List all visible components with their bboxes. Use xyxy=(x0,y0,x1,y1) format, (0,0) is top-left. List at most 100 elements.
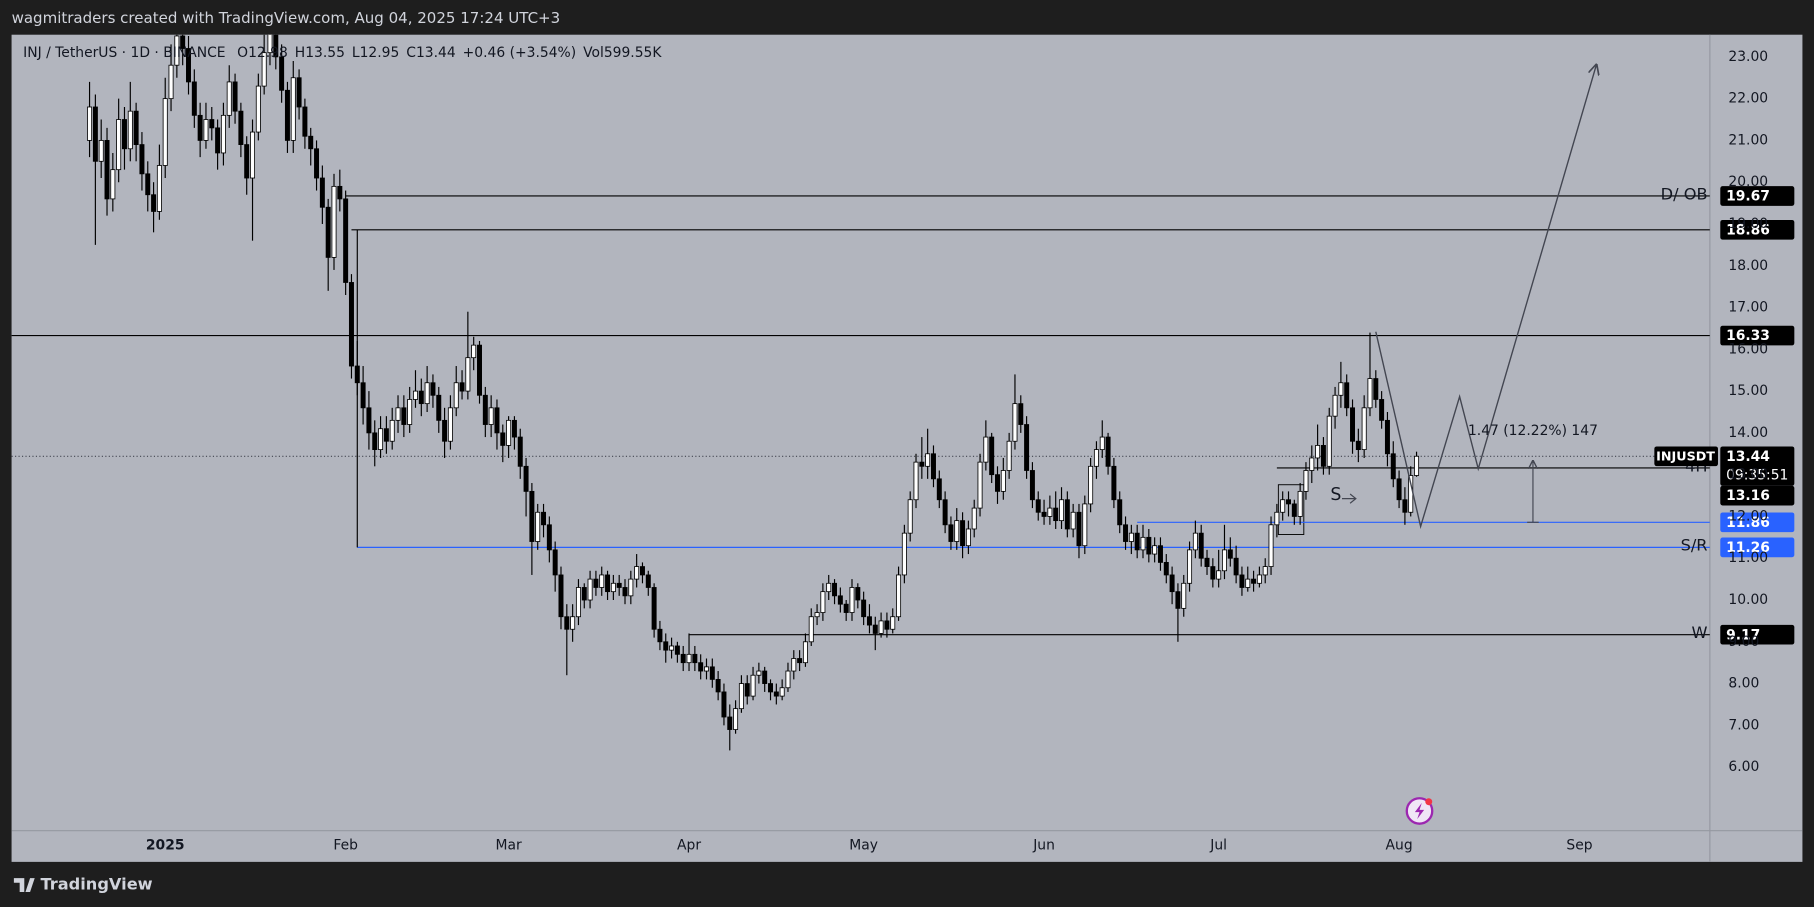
candle-body xyxy=(203,119,209,141)
candle-body xyxy=(471,344,477,359)
candle-body xyxy=(1059,499,1065,522)
y-tick-label: 11.00 xyxy=(1728,550,1768,566)
candle-body xyxy=(319,177,325,208)
candle-body xyxy=(378,428,384,451)
candle-body xyxy=(110,169,116,200)
candle-body xyxy=(1099,436,1105,451)
candle-body xyxy=(669,645,675,651)
candle-body xyxy=(1414,455,1420,476)
candle-body xyxy=(570,616,576,630)
candle-body xyxy=(459,382,465,392)
candle-body xyxy=(901,532,907,576)
candle-body xyxy=(430,382,436,396)
candle-body xyxy=(605,574,611,593)
level-name: D/ OB xyxy=(1661,184,1708,203)
candle-body xyxy=(1105,436,1111,467)
candle-body xyxy=(133,110,139,145)
candle-body xyxy=(1379,399,1385,421)
quote-label: L xyxy=(352,45,360,61)
x-tick-label: Feb xyxy=(333,838,358,854)
candle-body xyxy=(494,407,500,434)
y-tick-label: 18.00 xyxy=(1728,258,1768,274)
candle-body xyxy=(575,587,581,618)
x-tick-label: Jul xyxy=(1209,838,1227,854)
candle-body xyxy=(1111,465,1117,501)
candle-body xyxy=(558,574,564,618)
candle-body xyxy=(250,131,256,179)
candle-body xyxy=(389,419,395,442)
y-tick-label: 14.00 xyxy=(1728,425,1768,441)
candle-body xyxy=(1035,499,1041,513)
x-tick-label: May xyxy=(849,838,878,854)
candle-body xyxy=(686,653,692,664)
candle-body xyxy=(581,587,587,601)
candle-body xyxy=(930,453,936,480)
symbol-label: INJUSDT xyxy=(1656,448,1715,463)
candle-body xyxy=(704,666,709,672)
candle-body xyxy=(407,399,413,425)
candle-body xyxy=(220,114,226,154)
candle-body xyxy=(610,582,616,593)
candle-body xyxy=(1175,591,1181,609)
candle-body xyxy=(92,106,98,162)
candle-body xyxy=(343,198,349,283)
candle-body xyxy=(331,185,337,258)
candle-body xyxy=(1297,490,1303,517)
candle-body xyxy=(802,641,808,664)
candle-body xyxy=(1076,511,1082,547)
candle-body xyxy=(1390,453,1396,480)
candle-body xyxy=(1134,532,1140,551)
candle-body xyxy=(418,390,424,405)
candle-body xyxy=(447,407,453,442)
candle-body xyxy=(1012,403,1018,442)
candle-body xyxy=(1093,449,1099,467)
candle-body xyxy=(965,528,971,547)
candle-body xyxy=(488,407,494,425)
candle-body xyxy=(925,453,931,467)
candle-body xyxy=(1262,566,1268,576)
icon[interactable] xyxy=(1405,797,1434,825)
candle-body xyxy=(692,653,698,664)
candle-body xyxy=(1245,578,1251,588)
candle-body xyxy=(721,691,727,718)
candle-body xyxy=(552,549,558,576)
candle-body xyxy=(145,173,151,196)
candle-body xyxy=(634,566,640,580)
quote-label: H xyxy=(295,45,305,61)
symbol-box xyxy=(1654,446,1718,467)
y-tick-label: 15.00 xyxy=(1728,383,1768,399)
candle-body xyxy=(121,119,127,150)
candle-body xyxy=(442,419,448,442)
y-tick-label: 8.00 xyxy=(1728,676,1759,692)
candle-body xyxy=(337,185,343,200)
candle-body xyxy=(1367,378,1373,409)
y-tick-label: 16.00 xyxy=(1728,341,1768,357)
quote-value: 13.44 xyxy=(416,45,456,61)
candle-body xyxy=(436,394,442,421)
candle-body xyxy=(896,574,902,618)
candle-body xyxy=(663,641,669,651)
candle-body xyxy=(878,620,884,634)
candle-body xyxy=(1332,394,1338,417)
candle-body xyxy=(174,35,180,66)
level-name: S/R xyxy=(1681,536,1708,555)
candle-body xyxy=(651,587,657,630)
candle-body xyxy=(1280,499,1286,513)
quote-value: 12.95 xyxy=(360,45,400,61)
price-label-box xyxy=(1720,624,1795,645)
y-tick-label: 19.00 xyxy=(1728,216,1768,232)
candle-body xyxy=(511,419,517,438)
candle-body xyxy=(215,127,221,154)
candle-body xyxy=(1355,440,1361,451)
volume: Vol599.55K xyxy=(583,45,662,61)
candle-body xyxy=(599,574,605,588)
candle-body xyxy=(1169,574,1175,593)
candle-body xyxy=(1088,465,1094,505)
candle-body xyxy=(1192,532,1198,551)
candle-body xyxy=(808,616,814,643)
candle-body xyxy=(1344,382,1350,409)
candle-body xyxy=(279,56,285,91)
y-tick-label: 6.00 xyxy=(1728,759,1759,775)
candle-body xyxy=(273,34,279,58)
candle-body xyxy=(1000,470,1006,492)
